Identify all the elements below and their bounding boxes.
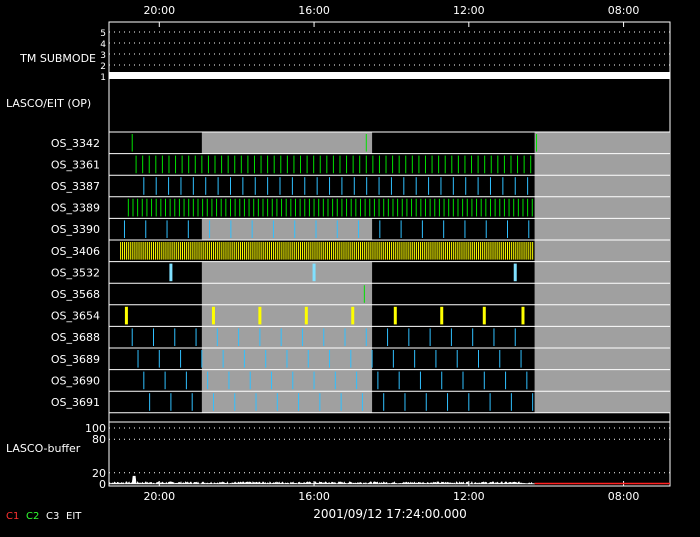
submode-level-label: 1 xyxy=(100,73,106,83)
row-label: OS_3387 xyxy=(51,180,100,193)
legend-entry: C2 xyxy=(26,511,39,522)
shaded-span xyxy=(201,304,373,327)
submode-bar xyxy=(109,72,670,79)
shaded-span xyxy=(534,218,670,240)
shade-overlay xyxy=(202,132,372,413)
shaded-span xyxy=(534,283,670,305)
shaded-span xyxy=(201,218,373,240)
buffer-tick-label: 20 xyxy=(92,467,106,480)
bottom-tick-label: 08:00 xyxy=(608,490,640,503)
shaded-span xyxy=(534,326,670,348)
legend-entry: EIT xyxy=(66,511,82,522)
row-label: OS_3690 xyxy=(51,374,100,387)
row-label: OS_3342 xyxy=(51,137,100,150)
bottom-tick-label: 20:00 xyxy=(143,490,175,503)
bottom-tick-label: 16:00 xyxy=(298,490,330,503)
shaded-span xyxy=(534,240,670,262)
shaded-span xyxy=(201,369,373,392)
submode-level-label: 4 xyxy=(100,40,106,50)
row-label: OS_3654 xyxy=(51,310,100,323)
top-tick-label: 12:00 xyxy=(453,4,485,17)
bottom-tick-label: 12:00 xyxy=(453,490,485,503)
shaded-span xyxy=(534,304,670,327)
row-label: OS_3688 xyxy=(51,331,100,344)
row-label: OS_3406 xyxy=(51,245,100,258)
shaded-span xyxy=(201,391,373,413)
timestamp: 2001/09/12 17:24:00.000 xyxy=(313,507,467,521)
buffer-label: LASCO-buffer xyxy=(6,442,81,455)
row-label: OS_3568 xyxy=(51,288,100,301)
shaded-span xyxy=(534,132,670,154)
submode-level-label: 3 xyxy=(100,51,106,61)
row-label: OS_3532 xyxy=(51,266,100,279)
section-label: LASCO/EIT (OP) xyxy=(6,97,91,110)
submode-level-label: 2 xyxy=(100,62,106,72)
shaded-span xyxy=(534,391,670,413)
top-tick-label: 08:00 xyxy=(608,4,640,17)
shaded-span xyxy=(534,153,670,176)
buffer-tick-label: 100 xyxy=(85,422,106,435)
shaded-span xyxy=(534,369,670,392)
shaded-span xyxy=(201,261,373,284)
buffer-tick-label: 80 xyxy=(92,433,106,446)
shaded-span xyxy=(534,175,670,197)
buffer-fill-line xyxy=(108,475,535,485)
shaded-span xyxy=(201,283,373,305)
buffer-tick-label: 0 xyxy=(99,478,106,491)
submode-level-label: 5 xyxy=(100,29,106,39)
legend-entry: C3 xyxy=(46,511,59,522)
top-tick-label: 20:00 xyxy=(143,4,175,17)
row-label: OS_3361 xyxy=(51,158,100,171)
row-label: OS_3389 xyxy=(51,202,100,215)
shaded-span xyxy=(534,196,670,219)
row-label: OS_3691 xyxy=(51,396,100,409)
shaded-span xyxy=(201,326,373,348)
row-label: OS_3390 xyxy=(51,223,100,236)
legend-entry: C1 xyxy=(6,511,19,522)
row-label: OS_3689 xyxy=(51,353,100,366)
top-tick-label: 16:00 xyxy=(298,4,330,17)
shaded-span xyxy=(201,132,373,154)
shaded-span xyxy=(534,261,670,284)
submode-label: TM SUBMODE xyxy=(19,52,96,65)
shaded-span xyxy=(534,348,670,370)
